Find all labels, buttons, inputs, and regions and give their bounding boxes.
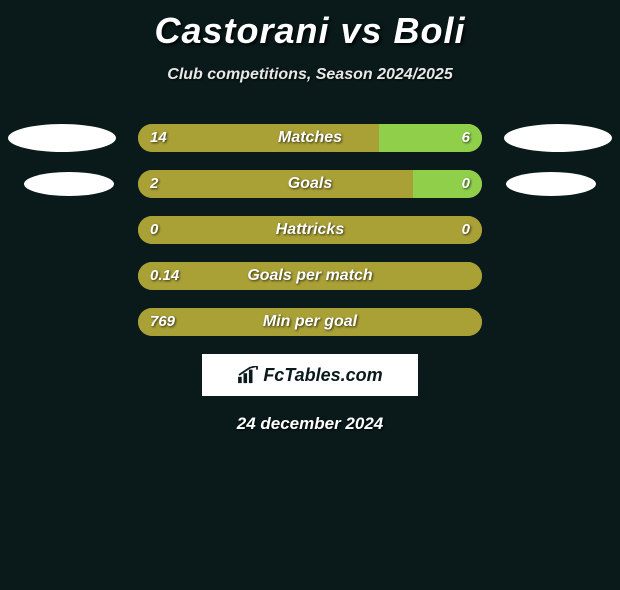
player-badge-left xyxy=(24,172,114,196)
page-title: Castorani vs Boli xyxy=(0,10,620,52)
player-badge-right xyxy=(506,172,596,196)
player-badge-right xyxy=(504,124,612,152)
bar-fill-right xyxy=(413,170,482,198)
bar-track xyxy=(138,124,482,152)
stat-row: Matches 14 6 xyxy=(0,124,620,152)
logo-text: FcTables.com xyxy=(263,365,382,386)
bar-track xyxy=(138,170,482,198)
stat-row: Goals per match 0.14 xyxy=(0,262,620,290)
stat-value-left: 0.14 xyxy=(150,262,179,290)
logo: FcTables.com xyxy=(237,365,382,386)
bar-track xyxy=(138,216,482,244)
bar-fill-left xyxy=(138,308,482,336)
stat-value-right: 0 xyxy=(462,216,470,244)
date-label: 24 december 2024 xyxy=(0,414,620,434)
stat-row: Goals 2 0 xyxy=(0,170,620,198)
bar-track xyxy=(138,308,482,336)
stat-value-left: 14 xyxy=(150,124,167,152)
stat-row: Hattricks 0 0 xyxy=(0,216,620,244)
bar-fill-left xyxy=(138,216,482,244)
stat-value-left: 0 xyxy=(150,216,158,244)
chart-icon xyxy=(237,366,259,384)
stat-value-right: 6 xyxy=(462,124,470,152)
bar-track xyxy=(138,262,482,290)
page-subtitle: Club competitions, Season 2024/2025 xyxy=(0,66,620,84)
stat-value-right: 0 xyxy=(462,170,470,198)
player-badge-left xyxy=(8,124,116,152)
bar-fill-left xyxy=(138,262,482,290)
bar-fill-left xyxy=(138,170,413,198)
bar-fill-left xyxy=(138,124,379,152)
stat-row: Min per goal 769 xyxy=(0,308,620,336)
stat-value-left: 2 xyxy=(150,170,158,198)
stat-value-left: 769 xyxy=(150,308,175,336)
logo-box: FcTables.com xyxy=(202,354,418,396)
stats-container: Matches 14 6 Goals 2 0 Hattricks 0 0 Goa… xyxy=(0,124,620,336)
